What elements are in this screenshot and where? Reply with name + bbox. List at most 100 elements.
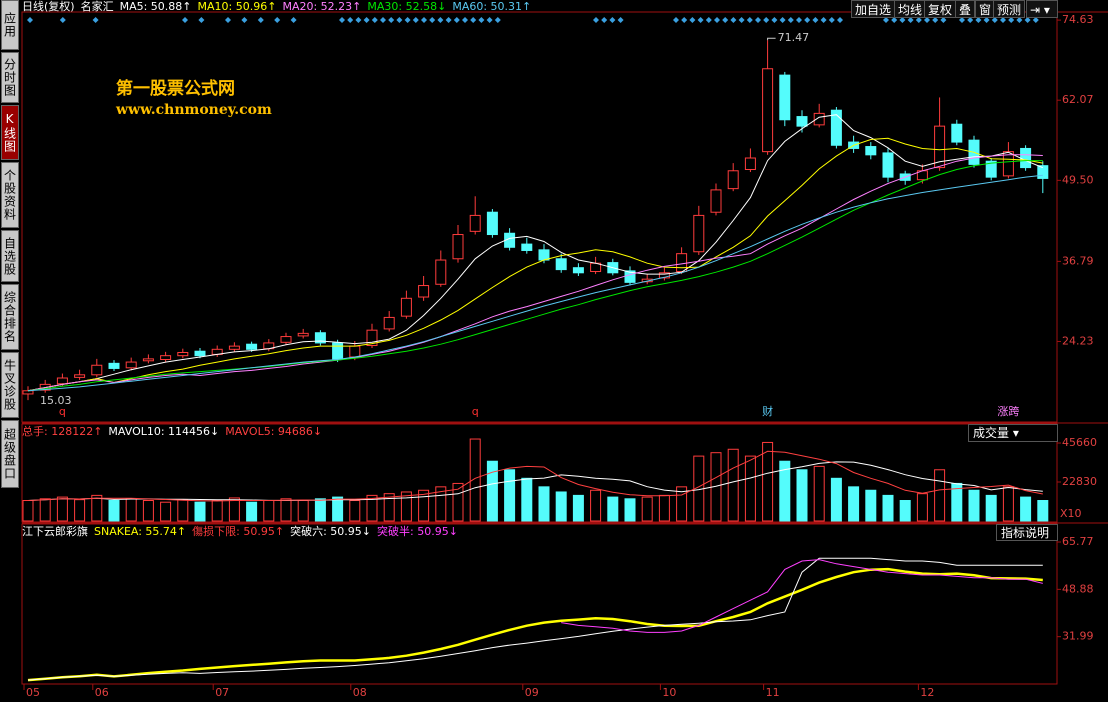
- toolbar-arrow[interactable]: ⇥ ▾: [1026, 0, 1058, 18]
- sidebar-tab[interactable]: 牛叉诊股: [1, 352, 19, 418]
- volume-bar: [1020, 496, 1032, 522]
- help-text: 指标说明: [1001, 526, 1050, 540]
- candle-body: [676, 253, 688, 273]
- signal-diamond: [257, 17, 264, 23]
- candle-body: [572, 267, 584, 274]
- volume-bar: [658, 494, 670, 522]
- y-tick-label: 24.23: [1062, 334, 1094, 347]
- toolbar-button[interactable]: 预测: [993, 0, 1026, 18]
- volume-bar: [848, 486, 860, 522]
- signal-diamond: [738, 17, 745, 23]
- y-tick-label: 48.88: [1062, 582, 1094, 595]
- candle-body: [400, 297, 412, 317]
- candle-body: [280, 336, 292, 343]
- y-tick-label: 36.79: [1062, 254, 1094, 267]
- signal-diamond: [363, 17, 370, 23]
- legend-entry: MA5: 50.88↑: [119, 0, 192, 13]
- period[interactable]: 日线(复权): [22, 0, 75, 13]
- signal-diamond: [601, 17, 608, 23]
- signal-diamond: [1000, 17, 1006, 23]
- indicator-line: [561, 559, 1043, 633]
- signal-diamond: [225, 17, 231, 23]
- signal-diamond: [730, 17, 737, 23]
- y-tick-label: 62.07: [1062, 93, 1094, 106]
- candle-body: [865, 146, 877, 156]
- signal-diamond: [1032, 17, 1039, 23]
- candle-body: [555, 258, 567, 271]
- volume-bar: [916, 493, 928, 522]
- volume-bar: [727, 448, 739, 522]
- watermark: 第一股票公式网: [116, 79, 235, 99]
- signal-diamond: [837, 17, 843, 23]
- volume-header: 总手: 128122↑ MAVOL10: 114456↓ MAVOL5: 94686…: [22, 425, 328, 438]
- candle-body: [830, 109, 842, 146]
- signal-diamond: [967, 17, 974, 23]
- candle-body: [727, 170, 739, 190]
- signal-diamond: [92, 17, 99, 23]
- sidebar-tab[interactable]: 个股资料: [1, 162, 19, 228]
- signal-marker: 涨跨: [997, 405, 1019, 418]
- sidebar-tab[interactable]: K线图: [1, 105, 19, 160]
- candle-body: [744, 157, 756, 170]
- signal-diamond: [609, 17, 616, 23]
- x-tick-label: 12: [920, 686, 934, 699]
- indicator-line: [27, 557, 1043, 681]
- signal-diamond: [705, 17, 712, 23]
- candle-body: [435, 259, 447, 285]
- signal-diamond: [697, 17, 704, 23]
- source[interactable]: 名家汇: [80, 0, 114, 13]
- volume-bar: [435, 486, 447, 522]
- toolbar-button[interactable]: 叠: [955, 0, 976, 18]
- sidebar-tab[interactable]: 超级盘口: [1, 420, 19, 488]
- volume-bar: [177, 499, 189, 522]
- sidebar-tab[interactable]: 分时图: [1, 52, 19, 103]
- signal-diamond: [182, 17, 188, 23]
- indicator-line: [27, 137, 1043, 392]
- candle-body: [177, 351, 189, 357]
- candle-body: [486, 211, 498, 236]
- volume-bar: [366, 494, 378, 522]
- volume-bar: [263, 500, 275, 522]
- sidebar-tab[interactable]: 应用: [1, 0, 19, 50]
- high-pointer: [767, 37, 776, 41]
- signal-diamond: [746, 17, 753, 23]
- legend-entry: 傷损下限: 50.95↑: [192, 525, 285, 538]
- toolbar-button[interactable]: 复权: [924, 0, 957, 18]
- signal-diamond: [593, 17, 599, 23]
- signal-diamond: [932, 17, 939, 23]
- signal-diamond: [899, 17, 906, 23]
- toolbar-button[interactable]: 加自选: [851, 0, 896, 18]
- indicator-line: [27, 160, 1043, 392]
- volume-bar: [418, 489, 430, 522]
- candle-body: [194, 350, 206, 357]
- sidebar-tab[interactable]: 综合排名: [1, 284, 19, 350]
- volume-bar: [830, 477, 842, 522]
- signal-diamond: [804, 17, 811, 23]
- signal-diamond: [787, 17, 794, 23]
- y-tick-label: 49.50: [1062, 173, 1094, 186]
- y-tick-label: 65.77: [1062, 535, 1094, 548]
- volume-bar: [1037, 500, 1049, 522]
- indicator-line: [27, 154, 1043, 392]
- volume-bar: [504, 469, 516, 522]
- candle-body: [985, 160, 997, 178]
- sidebar-tab[interactable]: 自选股: [1, 230, 19, 282]
- candle-body: [1020, 147, 1032, 169]
- toolbar-button[interactable]: 窗: [975, 0, 996, 18]
- help-button[interactable]: 指标说明: [996, 524, 1058, 541]
- candle-body: [22, 390, 34, 395]
- x-tick-label: 08: [353, 686, 367, 699]
- legend-entry: 突破六: 50.95↓: [290, 525, 371, 538]
- volume-bar: [56, 496, 68, 522]
- unit-label: X10: [1060, 507, 1082, 520]
- selector-text: 成交量: [973, 426, 1010, 440]
- x-tick-label: 10: [662, 686, 676, 699]
- indicator-line: [27, 567, 1043, 682]
- candle-body: [813, 112, 825, 126]
- volume-bar: [882, 494, 894, 522]
- volume-bar: [211, 500, 223, 522]
- indicator-line: [27, 450, 1043, 502]
- signal-diamond: [771, 17, 778, 23]
- toolbar-button[interactable]: 均线: [894, 0, 927, 18]
- volume-selector[interactable]: 成交量 ▾: [968, 424, 1058, 442]
